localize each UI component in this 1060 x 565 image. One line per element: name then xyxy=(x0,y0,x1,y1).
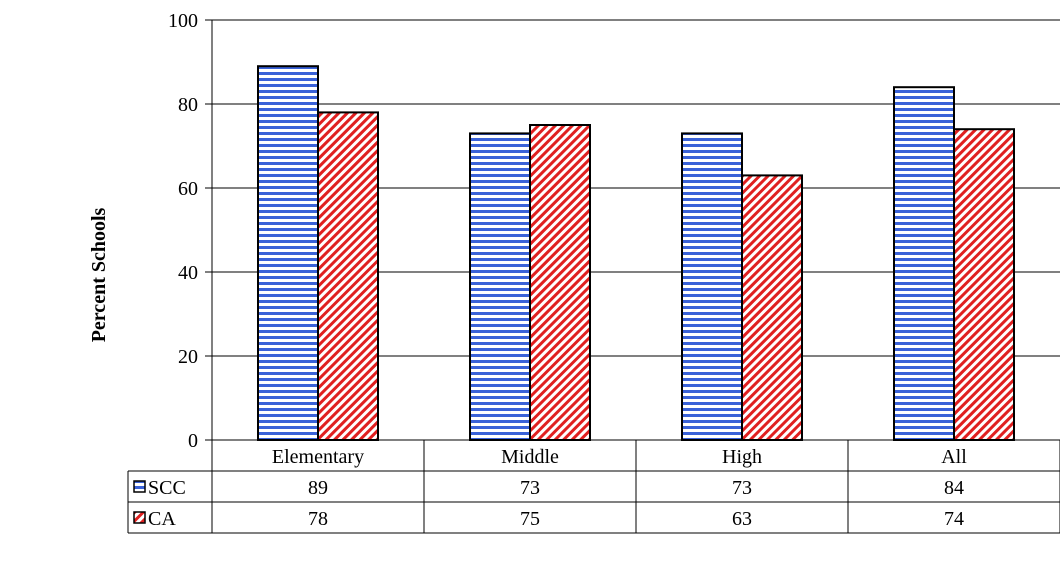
y-axis-label: Percent Schools xyxy=(88,207,110,342)
bar-ca-elementary xyxy=(317,111,379,442)
data-cell: 73 xyxy=(520,477,540,499)
category-label: Elementary xyxy=(272,446,364,468)
y-tick-label: 0 xyxy=(188,430,198,452)
bar-scc-high xyxy=(681,132,743,441)
bar-ca-high xyxy=(741,174,803,441)
y-tick-label: 40 xyxy=(178,262,198,284)
bar-ca-middle xyxy=(529,124,591,441)
bar-ca-all xyxy=(953,128,1015,441)
y-tick-label: 80 xyxy=(178,94,198,116)
y-tick-label: 60 xyxy=(178,178,198,200)
legend-swatch-ca xyxy=(133,511,146,524)
legend-swatch-scc xyxy=(133,480,146,493)
legend-label-ca: CA xyxy=(148,508,176,530)
data-cell: 63 xyxy=(732,508,752,530)
data-cell: 89 xyxy=(308,477,328,499)
category-label: All xyxy=(941,446,967,468)
data-cell: 84 xyxy=(944,477,964,499)
category-label: High xyxy=(722,446,762,468)
bar-scc-middle xyxy=(469,132,531,441)
y-tick-labels: 0 20 40 60 80 100 xyxy=(168,10,198,452)
y-tick-label: 100 xyxy=(168,10,198,32)
data-cell: 74 xyxy=(944,508,964,530)
category-label: Middle xyxy=(501,446,559,468)
data-table: Elementary Middle High All SCC 89 73 73 84 CA 78 75… xyxy=(127,439,1060,534)
bar-scc-elementary xyxy=(257,65,319,441)
data-cell: 75 xyxy=(520,508,540,530)
data-cell: 78 xyxy=(308,508,328,530)
y-tick-label: 20 xyxy=(178,346,198,368)
legend-label-scc: SCC xyxy=(148,477,186,499)
bars xyxy=(257,65,1015,442)
bar-scc-all xyxy=(893,86,955,441)
data-cell: 73 xyxy=(732,477,752,499)
